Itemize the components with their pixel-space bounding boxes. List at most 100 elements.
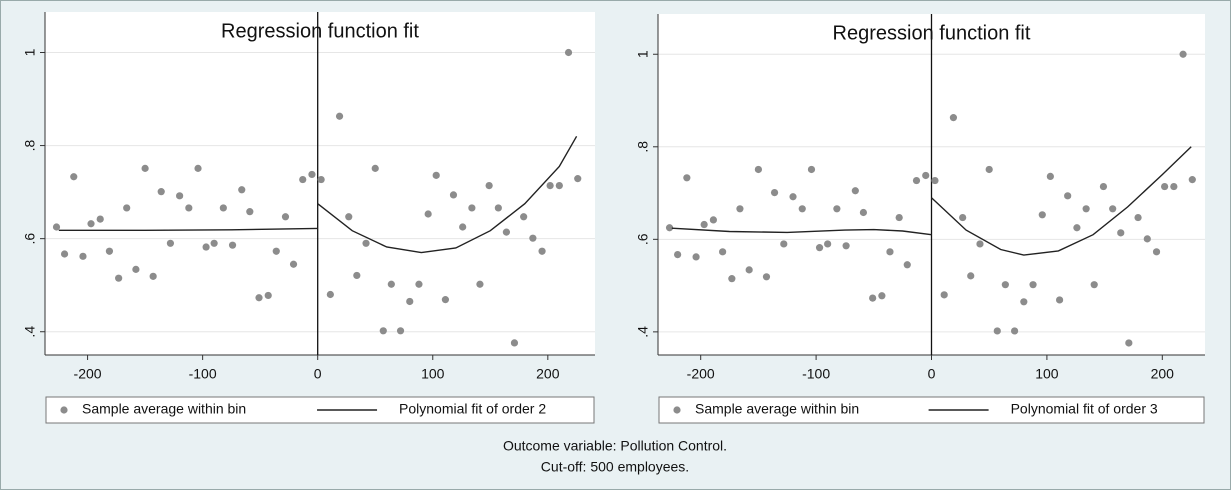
x-tick-label: 100	[1035, 366, 1059, 382]
x-tick-label: 0	[928, 366, 936, 382]
y-tick-label: .6	[22, 233, 38, 245]
data-point	[912, 176, 921, 185]
data-point	[886, 248, 894, 256]
data-point	[1099, 182, 1108, 191]
data-point	[441, 296, 450, 304]
x-tick-label: -200	[687, 366, 715, 382]
data-point	[895, 213, 903, 222]
data-point	[502, 228, 511, 236]
legend-label: Sample average within bin	[82, 401, 246, 417]
data-point	[789, 193, 797, 201]
data-point	[353, 271, 361, 280]
data-point	[780, 240, 788, 248]
data-point	[922, 171, 930, 180]
data-point	[1090, 281, 1098, 289]
data-point	[345, 213, 353, 221]
data-point	[931, 176, 939, 185]
data-point	[210, 239, 218, 247]
data-point	[719, 248, 727, 256]
data-point	[903, 261, 911, 269]
data-point	[754, 165, 762, 174]
y-tick-label: .4	[22, 326, 38, 338]
data-point	[692, 253, 700, 261]
data-point	[371, 164, 379, 172]
data-point	[219, 204, 227, 212]
data-point	[485, 181, 493, 190]
data-point	[510, 339, 519, 347]
data-point	[494, 204, 502, 212]
data-point	[396, 327, 405, 335]
data-point	[555, 181, 563, 190]
data-point	[202, 243, 210, 251]
y-tick-label: 1	[22, 48, 38, 56]
data-point	[132, 265, 140, 273]
data-point	[564, 48, 573, 57]
y-tick-label: .8	[22, 140, 38, 152]
data-point	[387, 280, 395, 288]
data-point	[326, 290, 334, 299]
data-point	[538, 247, 546, 255]
data-point	[674, 250, 682, 259]
data-point	[264, 291, 272, 300]
data-point	[96, 215, 104, 223]
data-point	[976, 240, 984, 248]
data-point	[859, 208, 868, 217]
data-point	[574, 175, 582, 183]
data-point	[1001, 281, 1009, 289]
data-point	[1152, 248, 1161, 256]
data-point	[335, 112, 344, 120]
data-point	[985, 165, 993, 174]
fit-line	[671, 146, 1192, 256]
legend-label: Polynomial fit of order 2	[399, 401, 546, 417]
data-point	[1082, 205, 1090, 213]
data-point	[700, 220, 708, 229]
data-point	[798, 205, 806, 213]
data-point	[185, 204, 193, 212]
data-point	[967, 272, 975, 280]
data-point	[141, 164, 149, 172]
data-point	[228, 241, 237, 249]
data-point	[272, 247, 280, 255]
data-point	[709, 216, 717, 224]
fit-line	[58, 135, 578, 254]
data-point	[299, 175, 307, 184]
data-point	[807, 165, 816, 174]
data-point	[70, 173, 78, 181]
data-point	[468, 204, 476, 212]
data-point	[1134, 213, 1142, 222]
data-point	[281, 213, 290, 221]
data-point	[194, 164, 202, 172]
plot-area	[45, 12, 595, 355]
data-point	[115, 274, 123, 282]
data-point	[745, 266, 753, 274]
data-point	[1010, 327, 1019, 335]
data-point	[123, 204, 131, 212]
data-point	[878, 292, 886, 300]
y-tick-label: 1	[635, 50, 651, 58]
data-point	[815, 244, 824, 252]
data-point	[842, 242, 850, 250]
data-point	[476, 280, 484, 288]
data-point	[728, 275, 736, 283]
data-point	[379, 327, 387, 335]
data-point	[459, 223, 467, 231]
caption-line: Cut-off: 500 employees.	[541, 459, 689, 475]
legend-marker	[60, 406, 68, 414]
data-point	[166, 239, 175, 247]
data-point	[406, 297, 414, 306]
data-point	[449, 191, 458, 199]
data-point	[1109, 205, 1117, 213]
legend-marker	[673, 406, 681, 414]
legend-label: Polynomial fit of order 3	[1011, 401, 1158, 417]
x-tick-label: -100	[802, 366, 830, 382]
data-point	[238, 186, 246, 194]
data-point	[1020, 298, 1028, 306]
data-point	[105, 247, 114, 255]
caption-line: Outcome variable: Pollution Control.	[503, 438, 727, 454]
data-point	[1029, 281, 1037, 289]
data-point	[683, 174, 691, 182]
data-point	[308, 170, 316, 179]
data-point	[824, 240, 832, 248]
data-point	[79, 252, 87, 260]
